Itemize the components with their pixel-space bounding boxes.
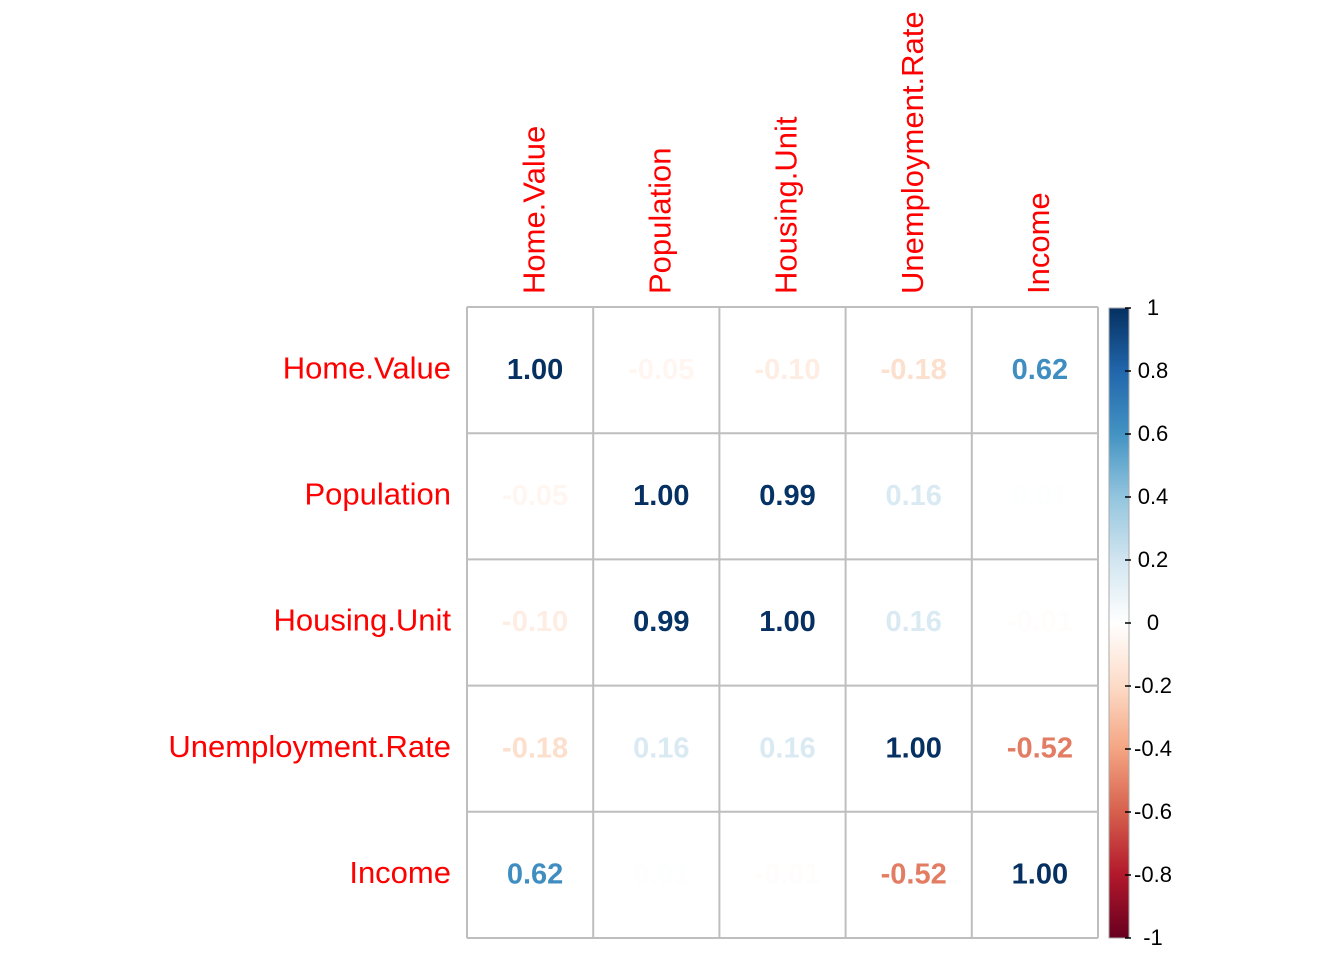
matrix-cell (719, 433, 846, 560)
matrix-cell (467, 307, 594, 434)
correlation-value: 0.01 (1012, 480, 1068, 512)
correlation-value: 1.00 (507, 354, 563, 386)
matrix-values: 1.00 -0.05 -0.10 -0.18 0.62 -0.05 1.00 0.99 0.16… (502, 354, 1073, 891)
colorbar-tick-label: -0.6 (1134, 799, 1172, 824)
correlation-value: 1.00 (1012, 859, 1068, 891)
row-label: Home.Value (283, 350, 451, 385)
matrix-cell (971, 307, 1098, 434)
matrix-cell (971, 559, 1098, 686)
row-label: Housing.Unit (274, 603, 452, 638)
colorbar-tick-label: -0.2 (1134, 673, 1172, 698)
matrix-cell (971, 433, 1098, 560)
matrix-cell (593, 307, 720, 434)
matrix-cell (593, 559, 720, 686)
colorbar-tick-label: 0 (1147, 610, 1159, 635)
correlation-value: -0.01 (1007, 606, 1073, 638)
column-label: Housing.Unit (769, 116, 804, 294)
correlation-value: 1.00 (885, 732, 941, 764)
correlation-value: 0.16 (885, 480, 941, 512)
correlation-value: 1.00 (633, 480, 689, 512)
row-label: Income (349, 855, 451, 890)
correlation-value: -0.01 (754, 859, 820, 891)
colorbar-tick-label: -0.8 (1134, 862, 1172, 887)
matrix-cell (467, 433, 594, 560)
matrix-cell (593, 433, 720, 560)
correlation-value: -0.52 (1007, 732, 1073, 764)
matrix-cell (719, 685, 846, 812)
matrix-cell (719, 307, 846, 434)
colorbar-gradient (1109, 308, 1129, 938)
colorbar-tick-label: 0.8 (1138, 358, 1169, 383)
column-label: Income (1021, 192, 1056, 294)
matrix-cell (719, 559, 846, 686)
correlation-value: -0.05 (502, 480, 568, 512)
colorbar-tick-label: 0.6 (1138, 421, 1169, 446)
column-label: Unemployment.Rate (895, 11, 930, 294)
matrix-cell (467, 685, 594, 812)
correlation-value: -0.18 (881, 354, 947, 386)
correlation-value: -0.10 (754, 354, 820, 386)
colorbar-tick-label: -0.4 (1134, 736, 1172, 761)
matrix-cell (467, 559, 594, 686)
colorbar-tick-label: -1 (1143, 925, 1163, 950)
matrix-cell (593, 685, 720, 812)
row-label: Unemployment.Rate (168, 729, 451, 764)
matrix-cell (845, 307, 972, 434)
column-label: Home.Value (516, 126, 551, 294)
correlation-value: -0.10 (502, 606, 568, 638)
row-label: Population (304, 476, 451, 511)
correlation-value: -0.18 (502, 732, 568, 764)
correlation-value: 0.16 (885, 606, 941, 638)
matrix-grid (466, 306, 1099, 939)
matrix-cell (719, 811, 846, 938)
colorbar-tick-label: 0.2 (1138, 547, 1169, 572)
colorbar-tick-label: 1 (1147, 295, 1159, 320)
correlation-value: -0.05 (628, 354, 694, 386)
correlation-value: 0.62 (507, 859, 563, 891)
colorbar: 1 0.8 0.6 0.4 0.2 0 -0.2 -0.4 -0.6 -0.8 -1 (1108, 295, 1172, 950)
correlation-value: 0.99 (759, 480, 815, 512)
correlation-value: 0.99 (633, 606, 689, 638)
column-labels: Home.Value Population Housing.Unit Unemploy… (516, 11, 1056, 294)
row-labels: Home.Value Population Housing.Unit Unemploy… (168, 350, 451, 890)
correlation-value: 1.00 (759, 606, 815, 638)
matrix-cell (845, 811, 972, 938)
column-label: Population (642, 147, 677, 294)
matrix-cell (971, 811, 1098, 938)
correlation-value: 0.01 (633, 859, 689, 891)
matrix-cell (467, 811, 594, 938)
matrix-cell (971, 685, 1098, 812)
correlation-value: 0.16 (633, 732, 689, 764)
colorbar-tick-label: 0.4 (1138, 484, 1169, 509)
correlation-value: 0.16 (759, 732, 815, 764)
matrix-cells (467, 307, 1098, 938)
matrix-cell (845, 559, 972, 686)
matrix-cell (593, 811, 720, 938)
correlation-value: 0.62 (1012, 354, 1068, 386)
matrix-cell (845, 433, 972, 560)
matrix-cell (845, 685, 972, 812)
correlation-value: -0.52 (881, 859, 947, 891)
